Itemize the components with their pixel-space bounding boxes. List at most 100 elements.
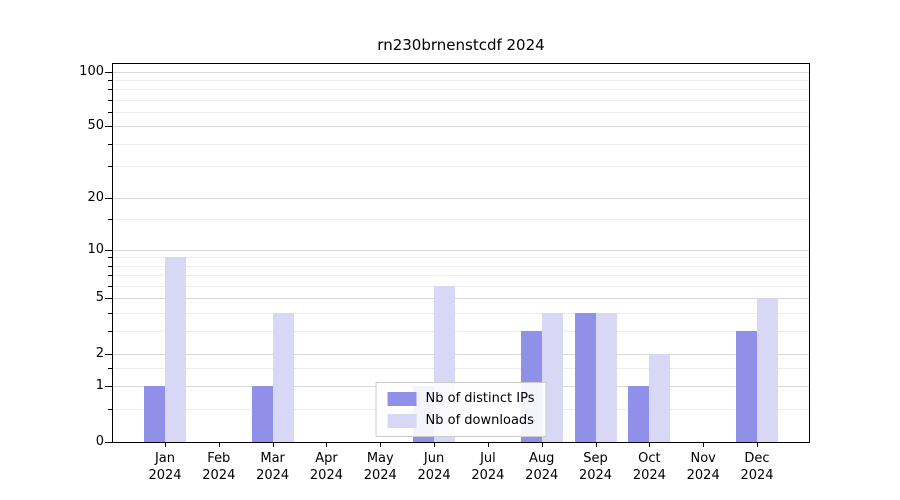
minor-gridline — [113, 89, 809, 91]
y-minor-tick-mark — [108, 409, 112, 411]
x-tick-label-jul: Jul 2024 — [456, 450, 520, 484]
x-tick-year: 2024 — [363, 468, 397, 483]
minor-gridline — [113, 166, 809, 168]
legend-label: Nb of downloads — [425, 413, 534, 428]
y-minor-tick-mark — [108, 89, 112, 91]
major-gridline — [113, 249, 809, 251]
y-tick-label-1: 1 — [95, 378, 104, 394]
minor-gridline — [113, 143, 809, 145]
x-tick-label-may: May 2024 — [348, 450, 412, 484]
x-tick-label-mar: Mar 2024 — [241, 450, 305, 484]
x-tick-month: Apr — [315, 451, 338, 466]
minor-gridline — [113, 99, 809, 101]
x-tick-label-apr: Apr 2024 — [294, 450, 358, 484]
x-tick-year: 2024 — [417, 468, 451, 483]
x-tick-mark — [595, 442, 597, 447]
y-minor-tick-mark — [108, 257, 112, 259]
y-minor-tick-mark — [108, 275, 112, 277]
minor-gridline — [113, 257, 809, 259]
x-tick-label-dec: Dec 2024 — [725, 450, 789, 484]
x-tick-year: 2024 — [632, 468, 666, 483]
y-minor-tick-mark — [108, 219, 112, 221]
minor-gridline — [113, 219, 809, 221]
major-gridline — [113, 298, 809, 300]
x-tick-year: 2024 — [740, 468, 774, 483]
x-tick-year: 2024 — [578, 468, 613, 483]
x-tick-month: Aug — [529, 451, 555, 466]
y-minor-tick-mark — [108, 312, 112, 314]
major-gridline — [113, 353, 809, 355]
minor-gridline — [113, 330, 809, 332]
bar-downloads-oct — [649, 353, 671, 442]
bar-downloads-mar — [272, 312, 294, 442]
y-tick-mark — [105, 442, 112, 443]
y-minor-tick-mark — [108, 79, 112, 81]
minor-gridline — [113, 275, 809, 277]
bar-downloads-dec — [757, 298, 778, 442]
minor-gridline — [113, 285, 809, 287]
y-minor-tick-mark — [108, 368, 112, 370]
major-gridline — [113, 71, 809, 73]
y-minor-tick-mark — [108, 285, 112, 287]
y-tick-label-0: 0 — [95, 434, 104, 449]
x-tick-mark — [541, 442, 543, 447]
y-tick-label-20: 20 — [87, 189, 104, 205]
legend-item: Nb of downloads — [387, 413, 535, 428]
x-tick-mark — [703, 442, 705, 447]
x-tick-year: 2024 — [471, 468, 505, 483]
x-tick-month: Sep — [583, 451, 608, 466]
legend: Nb of distinct IPs Nb of downloads — [375, 382, 547, 437]
x-tick-month: Oct — [638, 451, 661, 466]
bar-distinct-ips-dec — [736, 330, 757, 442]
x-tick-year: 2024 — [686, 468, 720, 483]
y-minor-tick-mark — [108, 265, 112, 267]
bar-downloads-jan — [165, 257, 186, 442]
x-tick-month: Dec — [744, 451, 770, 466]
x-tick-year: 2024 — [525, 468, 559, 483]
x-tick-month: May — [366, 451, 394, 466]
bar-downloads-aug — [541, 312, 563, 442]
x-tick-mark — [272, 442, 274, 447]
x-tick-label-aug: Aug 2024 — [510, 450, 574, 484]
y-tick-mark — [105, 298, 112, 300]
plot-area: Nb of distinct IPs Nb of downloads — [112, 63, 810, 443]
x-tick-mark — [380, 442, 382, 447]
x-tick-mark — [434, 442, 436, 447]
minor-gridline — [113, 368, 809, 370]
y-tick-label-5: 5 — [95, 290, 104, 306]
legend-swatch-distinct-ips — [387, 391, 417, 406]
minor-gridline — [113, 79, 809, 81]
x-tick-mark — [326, 442, 328, 447]
x-tick-label-oct: Oct 2024 — [617, 450, 681, 484]
y-tick-mark — [105, 71, 112, 73]
minor-gridline — [113, 112, 809, 114]
x-tick-year: 2024 — [148, 468, 182, 483]
minor-gridline — [113, 312, 809, 314]
y-tick-label-10: 10 — [87, 241, 104, 257]
x-tick-label-jun: Jun 2024 — [402, 450, 466, 484]
x-tick-month: Jan — [154, 451, 176, 466]
y-minor-tick-mark — [108, 99, 112, 101]
x-tick-mark — [757, 442, 758, 447]
bar-distinct-ips-oct — [628, 386, 650, 442]
x-tick-month: Jun — [423, 451, 445, 466]
legend-item: Nb of distinct IPs — [387, 391, 535, 406]
legend-label: Nb of distinct IPs — [425, 391, 535, 406]
x-tick-label-jan: Jan 2024 — [133, 450, 197, 484]
major-gridline — [113, 126, 809, 128]
y-minor-tick-mark — [108, 166, 112, 168]
x-tick-label-nov: Nov 2024 — [671, 450, 735, 484]
x-tick-year: 2024 — [256, 468, 290, 483]
minor-gridline — [113, 265, 809, 267]
y-minor-tick-mark — [108, 112, 112, 114]
x-tick-year: 2024 — [202, 468, 236, 483]
y-minor-tick-mark — [108, 330, 112, 332]
x-tick-label-sep: Sep 2024 — [564, 450, 628, 484]
chart-title: rn230brnenstcdf 2024 — [377, 36, 545, 54]
x-tick-month: Nov — [690, 451, 716, 466]
bar-distinct-ips-jan — [144, 386, 165, 442]
x-tick-mark — [218, 442, 220, 447]
bar-distinct-ips-mar — [251, 386, 273, 442]
y-tick-mark — [105, 249, 112, 251]
